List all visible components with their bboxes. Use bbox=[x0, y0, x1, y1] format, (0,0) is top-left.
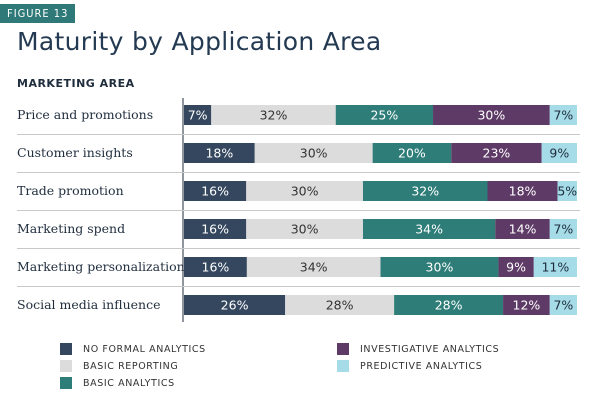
bar-segment bbox=[495, 219, 550, 239]
legend-swatch bbox=[337, 343, 349, 355]
data-label: 18% bbox=[509, 184, 537, 199]
legend-item: INVESTIGATIVE ANALYTICS bbox=[337, 343, 499, 355]
category-label: Social media influence bbox=[17, 297, 160, 312]
data-label: 16% bbox=[201, 184, 229, 199]
bar-segment bbox=[549, 105, 577, 125]
data-label: 30% bbox=[291, 222, 319, 237]
data-label: 30% bbox=[300, 146, 328, 161]
bar-segment bbox=[394, 295, 504, 315]
bar-segment bbox=[362, 219, 496, 239]
legend-item: NO FORMAL ANALYTICS bbox=[60, 343, 206, 355]
data-label: 7% bbox=[188, 108, 208, 123]
data-label: 32% bbox=[411, 184, 439, 199]
data-label: 32% bbox=[260, 108, 288, 123]
data-label: 30% bbox=[477, 108, 505, 123]
data-label: 12% bbox=[513, 298, 541, 313]
data-label: 9% bbox=[549, 146, 569, 161]
data-label: 23% bbox=[483, 146, 511, 161]
bar-segment bbox=[335, 105, 434, 125]
bar-segment bbox=[184, 143, 255, 163]
category-label: Customer insights bbox=[17, 145, 133, 160]
data-label: 26% bbox=[221, 298, 249, 313]
bar-segment bbox=[549, 219, 577, 239]
data-label: 14% bbox=[509, 222, 537, 237]
bar-segment bbox=[246, 181, 363, 201]
data-label: 7% bbox=[553, 108, 573, 123]
legend-swatch bbox=[60, 377, 72, 389]
bar-segment bbox=[533, 257, 577, 277]
bar-segment bbox=[184, 105, 212, 125]
legend-label: BASIC ANALYTICS bbox=[83, 377, 175, 389]
bar-segment bbox=[549, 295, 577, 315]
bar-segment bbox=[362, 181, 488, 201]
data-label: 34% bbox=[415, 222, 443, 237]
bar-segment bbox=[433, 105, 550, 125]
legend-swatch bbox=[337, 360, 349, 372]
bar-segment bbox=[503, 295, 550, 315]
bar-segment bbox=[487, 181, 558, 201]
figure-label: FIGURE 13 bbox=[0, 4, 76, 23]
bar-segment bbox=[285, 295, 395, 315]
bar-segment bbox=[246, 219, 363, 239]
category-label: Marketing spend bbox=[17, 221, 125, 236]
data-label: 25% bbox=[370, 108, 398, 123]
legend-item: BASIC ANALYTICS bbox=[60, 377, 175, 389]
legend-item: PREDICTIVE ANALYTICS bbox=[337, 360, 482, 372]
data-label: 5% bbox=[557, 184, 577, 199]
data-label: 30% bbox=[426, 260, 454, 275]
bar-segment bbox=[541, 143, 577, 163]
data-label: 16% bbox=[201, 222, 229, 237]
bar-segment bbox=[184, 219, 247, 239]
legend-swatch bbox=[60, 343, 72, 355]
bar-segment bbox=[498, 257, 534, 277]
legend-swatch bbox=[60, 360, 72, 372]
bar-segment bbox=[557, 181, 577, 201]
legend-item: BASIC REPORTING bbox=[60, 360, 178, 372]
data-label: 7% bbox=[553, 298, 573, 313]
data-label: 28% bbox=[326, 298, 354, 313]
section-label: MARKETING AREA bbox=[17, 77, 135, 90]
bar-segment bbox=[211, 105, 336, 125]
data-label: 16% bbox=[202, 260, 230, 275]
data-label: 34% bbox=[300, 260, 328, 275]
legend-label: PREDICTIVE ANALYTICS bbox=[360, 360, 483, 372]
bar-segment bbox=[184, 295, 286, 315]
bar-segment bbox=[184, 181, 247, 201]
legend-label: NO FORMAL ANALYTICS bbox=[83, 343, 206, 355]
data-label: 18% bbox=[205, 146, 233, 161]
stacked-bar-chart: Price and promotions 7% 32% 25% 30% 7% Custome… bbox=[17, 98, 580, 322]
data-label: 30% bbox=[291, 184, 319, 199]
bar-segment bbox=[254, 143, 373, 163]
data-label: 7% bbox=[553, 222, 573, 237]
category-label: Marketing personalization bbox=[17, 259, 185, 274]
data-label: 9% bbox=[506, 260, 526, 275]
category-label: Trade promotion bbox=[17, 183, 124, 198]
bar-segment bbox=[380, 257, 499, 277]
bar-segment bbox=[372, 143, 452, 163]
data-label: 28% bbox=[435, 298, 463, 313]
bar-segment bbox=[451, 143, 542, 163]
category-label: Price and promotions bbox=[17, 107, 153, 122]
bar-segment bbox=[184, 257, 247, 277]
bar-segment bbox=[246, 257, 381, 277]
legend-label: BASIC REPORTING bbox=[83, 360, 179, 372]
data-label: 20% bbox=[398, 146, 426, 161]
chart-title: Maturity by Application Area bbox=[17, 27, 382, 56]
data-label: 11% bbox=[541, 260, 569, 275]
legend-label: INVESTIGATIVE ANALYTICS bbox=[360, 343, 500, 355]
